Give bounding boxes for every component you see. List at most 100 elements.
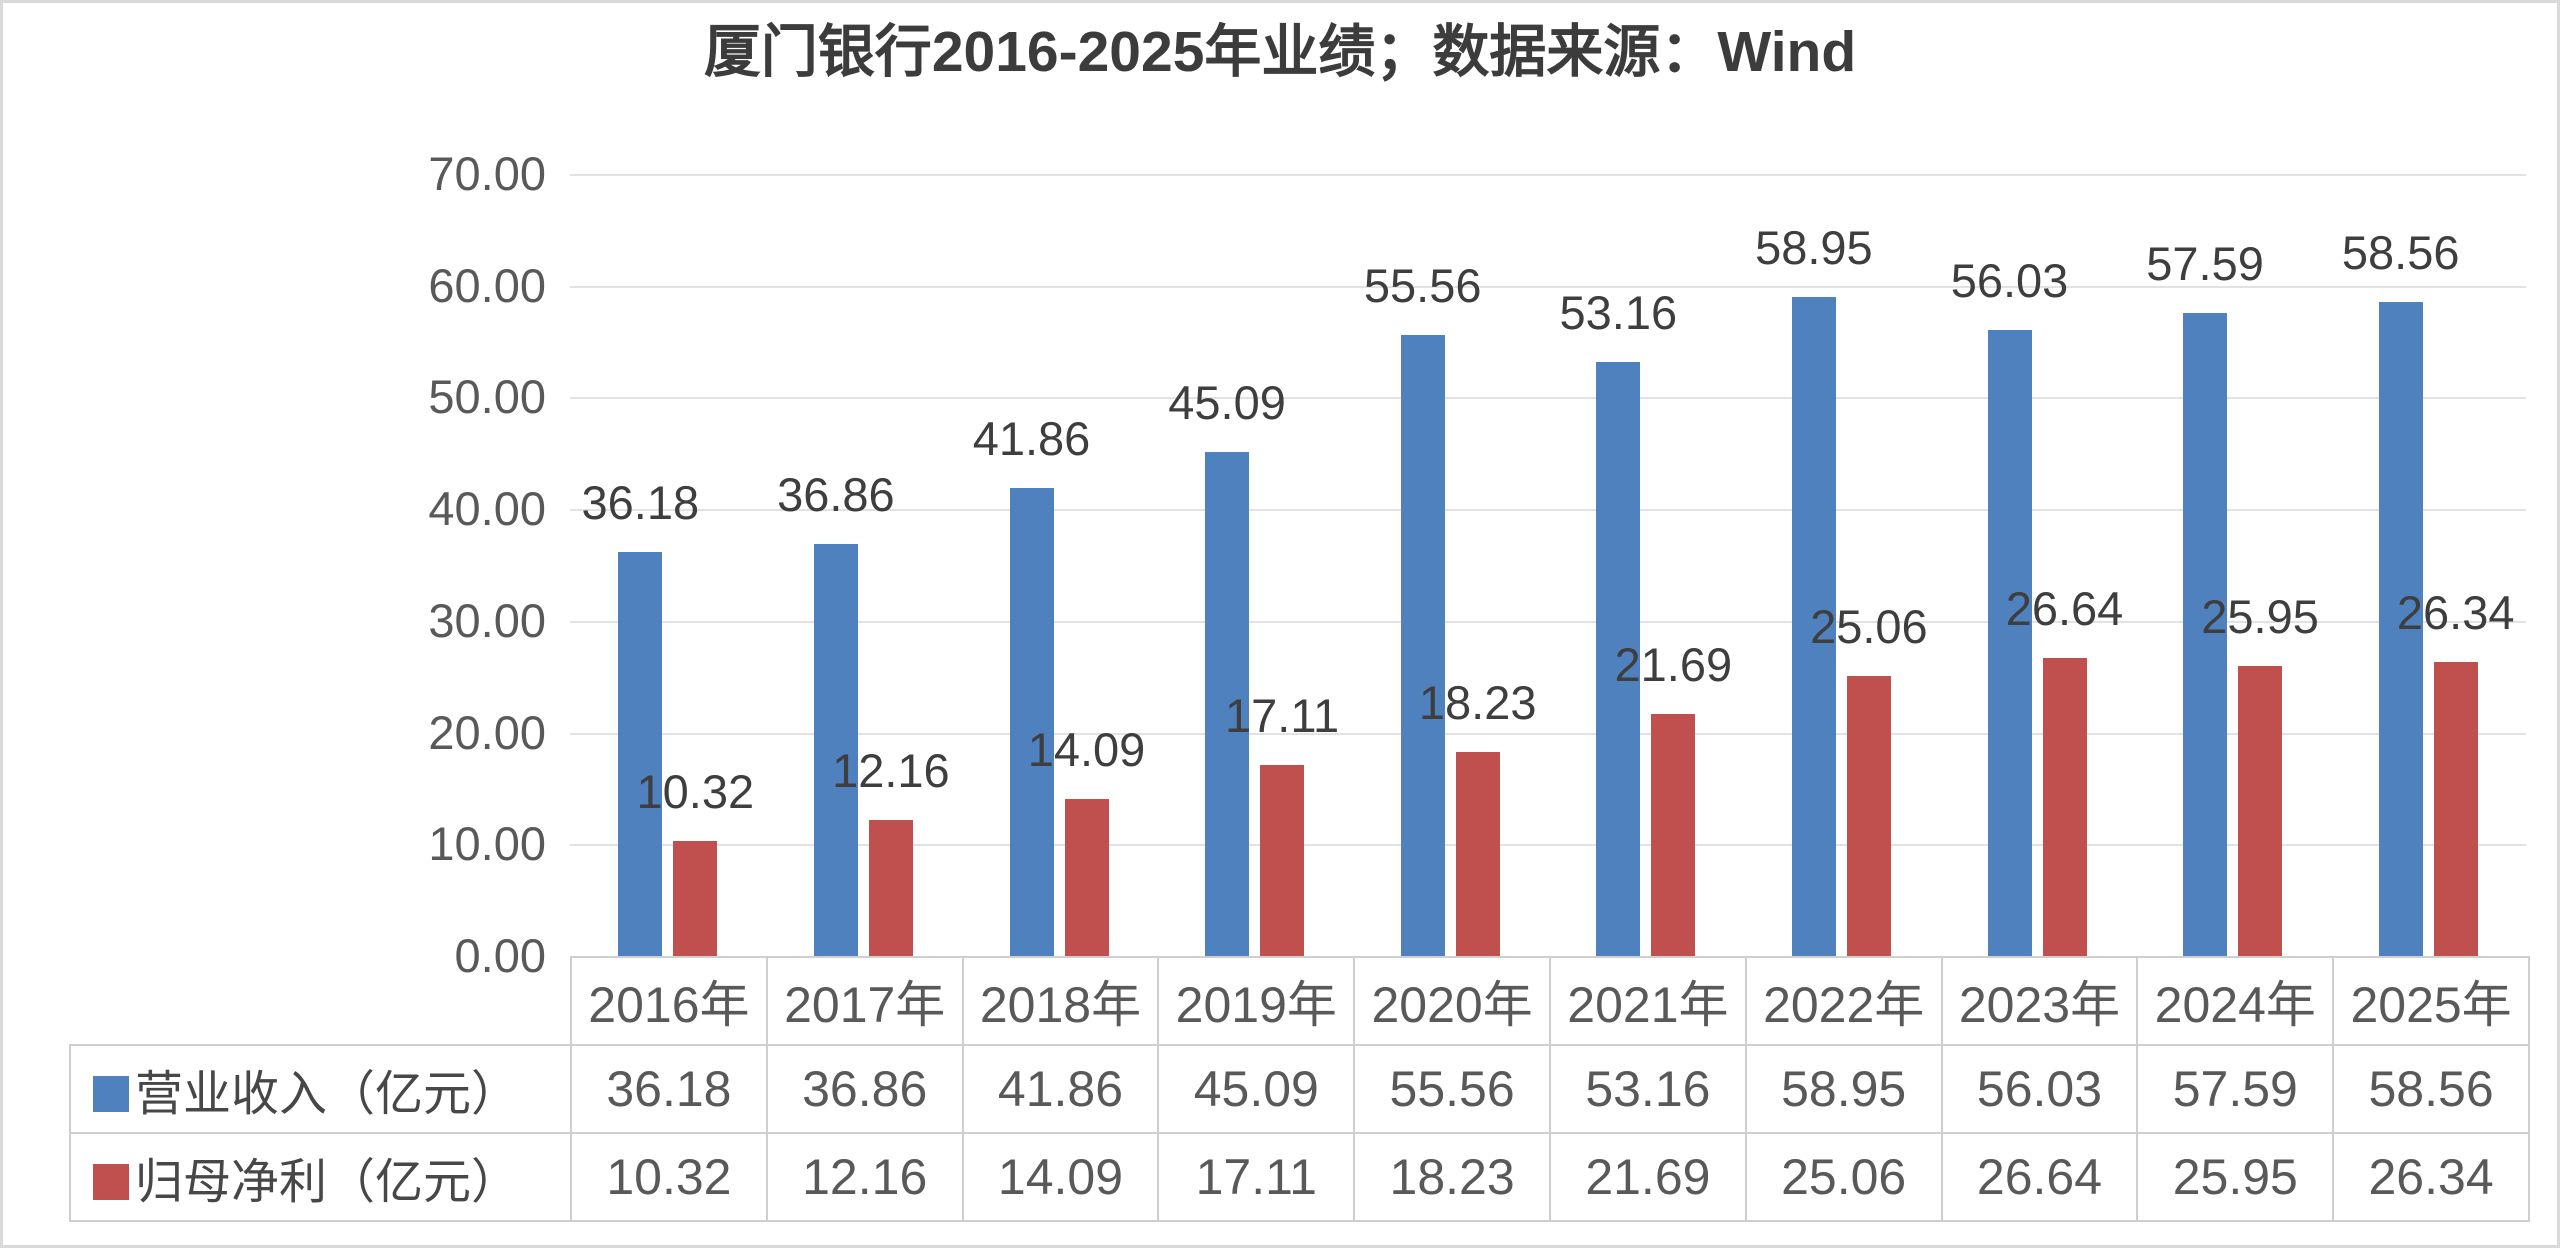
bar-group: 41.86 14.09: [973, 415, 1145, 956]
revenue-bar: 56.03: [1951, 257, 2068, 956]
chart-title-part: 厦门银行: [703, 21, 932, 84]
bar-group: 58.95 25.06: [1755, 224, 1928, 956]
grid-line: [570, 397, 2526, 400]
revenue-value-cell: 57.59: [2136, 1044, 2335, 1134]
y-tick-label: 20.00: [428, 705, 546, 759]
year-header-cell: 2019年: [1157, 956, 1356, 1046]
profit-bar-label: 10.32: [636, 764, 755, 818]
legend-label: 归母净利（亿元）: [135, 1156, 520, 1209]
profit-value-cell: 26.34: [2332, 1132, 2530, 1222]
grid-line: [570, 844, 2526, 847]
table-row-profit: 归母净利（亿元） 10.32 12.16 14.09 17.11 18.23 21.69 25…: [69, 1132, 2530, 1222]
table-row-years: 2016年 2017年 2018年 2019年 2020年 2021年 2022年 2023年…: [70, 956, 2530, 1046]
profit-value-cell: 25.06: [1744, 1132, 1943, 1222]
revenue-legend-swatch-icon: [93, 1076, 129, 1112]
revenue-bar-label: 57.59: [2146, 236, 2264, 290]
profit-value-cell: 17.11: [1157, 1132, 1356, 1222]
bar-group: 36.86 12.16: [777, 471, 950, 956]
profit-bar-label: 26.34: [2396, 585, 2515, 639]
grid-line: [570, 174, 2526, 176]
grid-line: [570, 732, 2526, 735]
profit-legend-swatch-icon: [93, 1164, 129, 1200]
year-header-cell: 2017年: [765, 956, 964, 1046]
profit-bar: 14.09: [1028, 726, 1145, 956]
bar-group: 58.56 26.34: [2342, 229, 2515, 956]
revenue-value-cell: 58.95: [1744, 1044, 1943, 1134]
profit-bar-label: 14.09: [1027, 722, 1146, 776]
y-tick-label: 50.00: [428, 370, 546, 424]
revenue-bar: 57.59: [2146, 240, 2264, 956]
revenue-bar: 41.86: [973, 415, 1090, 956]
year-header-cell: 2018年: [961, 956, 1160, 1046]
y-tick-label: 0.00: [454, 929, 546, 982]
profit-bar: 26.34: [2397, 589, 2515, 956]
y-tick-label: 40.00: [428, 482, 546, 536]
revenue-value-cell: 56.03: [1940, 1044, 2139, 1134]
y-tick-label: 70.00: [428, 147, 546, 200]
legend-cell: 营业收入（亿元）: [69, 1044, 572, 1134]
profit-bar-label: 25.06: [1810, 600, 1928, 654]
profit-value-cell: 14.09: [961, 1132, 1160, 1222]
revenue-bar-label: 56.03: [1950, 254, 2069, 308]
revenue-value-cell: 58.56: [2332, 1044, 2530, 1134]
year-header-cell: 2016年: [570, 956, 768, 1046]
profit-bar-label: 26.64: [2005, 582, 2124, 636]
revenue-value-cell: 45.09: [1157, 1044, 1356, 1134]
revenue-bar: 36.18: [581, 479, 699, 956]
revenue-bar: 53.16: [1559, 289, 1677, 956]
profit-bar-label: 17.11: [1225, 688, 1340, 742]
revenue-bar-label: 58.95: [1755, 221, 1873, 275]
profit-value-cell: 25.95: [2136, 1132, 2335, 1222]
revenue-value-cell: 36.18: [570, 1044, 768, 1134]
revenue-bar-label: 53.16: [1559, 286, 1678, 340]
legend-cell: 归母净利（亿元）: [69, 1132, 572, 1222]
profit-bar-label: 21.69: [1614, 637, 1733, 691]
bar-group: 45.09 17.11: [1168, 379, 1339, 956]
revenue-bar: 45.09: [1168, 379, 1286, 956]
year-header-cell: 2025年: [2332, 956, 2530, 1046]
profit-bar-label: 12.16: [832, 744, 950, 798]
grid-line: [570, 509, 2526, 512]
legend-label: 营业收入（亿元）: [135, 1068, 520, 1121]
profit-value-cell: 18.23: [1353, 1132, 1551, 1222]
bar-group: 57.59 25.95: [2146, 240, 2319, 956]
profit-bar-label: 25.95: [2201, 590, 2319, 644]
revenue-bar-label: 45.09: [1168, 376, 1286, 430]
year-header-cell: 2024年: [2136, 956, 2335, 1046]
revenue-bar-label: 36.86: [777, 468, 895, 522]
revenue-value-cell: 53.16: [1548, 1044, 1747, 1134]
year-header-cell: 2023年: [1940, 956, 2139, 1046]
profit-bar: 25.06: [1810, 603, 1928, 956]
profit-value-cell: 10.32: [570, 1132, 768, 1222]
profit-bar: 10.32: [636, 768, 754, 956]
bar-group: 36.18 10.32: [581, 479, 754, 956]
y-tick-label: 60.00: [428, 258, 546, 312]
y-tick-label: 10.00: [428, 817, 546, 871]
chart-title: 厦门银行2016-2025年业绩；数据来源：Wind: [3, 15, 2557, 90]
chart-title-part: 年业绩；数据来源：: [1204, 21, 1718, 84]
profit-bar: 21.69: [1614, 641, 1732, 956]
revenue-bar-label: 41.86: [972, 412, 1091, 466]
year-header-cell: 2022年: [1744, 956, 1943, 1046]
bar-group: 55.56 18.23: [1364, 262, 1537, 956]
revenue-bar-label: 58.56: [2341, 225, 2460, 279]
bar-group: 56.03 26.64: [1951, 257, 2123, 956]
grid-line: [570, 620, 2526, 623]
profit-value-cell: 21.69: [1548, 1132, 1747, 1222]
grid-line: [570, 285, 2526, 288]
table-blank-cell: [70, 957, 571, 1045]
profit-bar: 25.95: [2201, 593, 2319, 956]
profit-bar: 18.23: [1419, 679, 1537, 956]
chart-title-part: Wind: [1717, 20, 1857, 84]
revenue-bar: 58.95: [1755, 224, 1873, 956]
revenue-value-cell: 36.86: [765, 1044, 964, 1134]
bar-group: 53.16 21.69: [1559, 289, 1732, 956]
revenue-bar: 55.56: [1364, 262, 1482, 956]
profit-value-cell: 26.64: [1940, 1132, 2139, 1222]
year-header-cell: 2020年: [1353, 956, 1551, 1046]
revenue-bar: 36.86: [777, 471, 895, 956]
data-table: 2016年 2017年 2018年 2019年 2020年 2021年 2022年 2023年…: [69, 956, 2530, 1222]
revenue-bar-label: 36.18: [581, 475, 700, 529]
profit-bar: 26.64: [2006, 585, 2123, 956]
